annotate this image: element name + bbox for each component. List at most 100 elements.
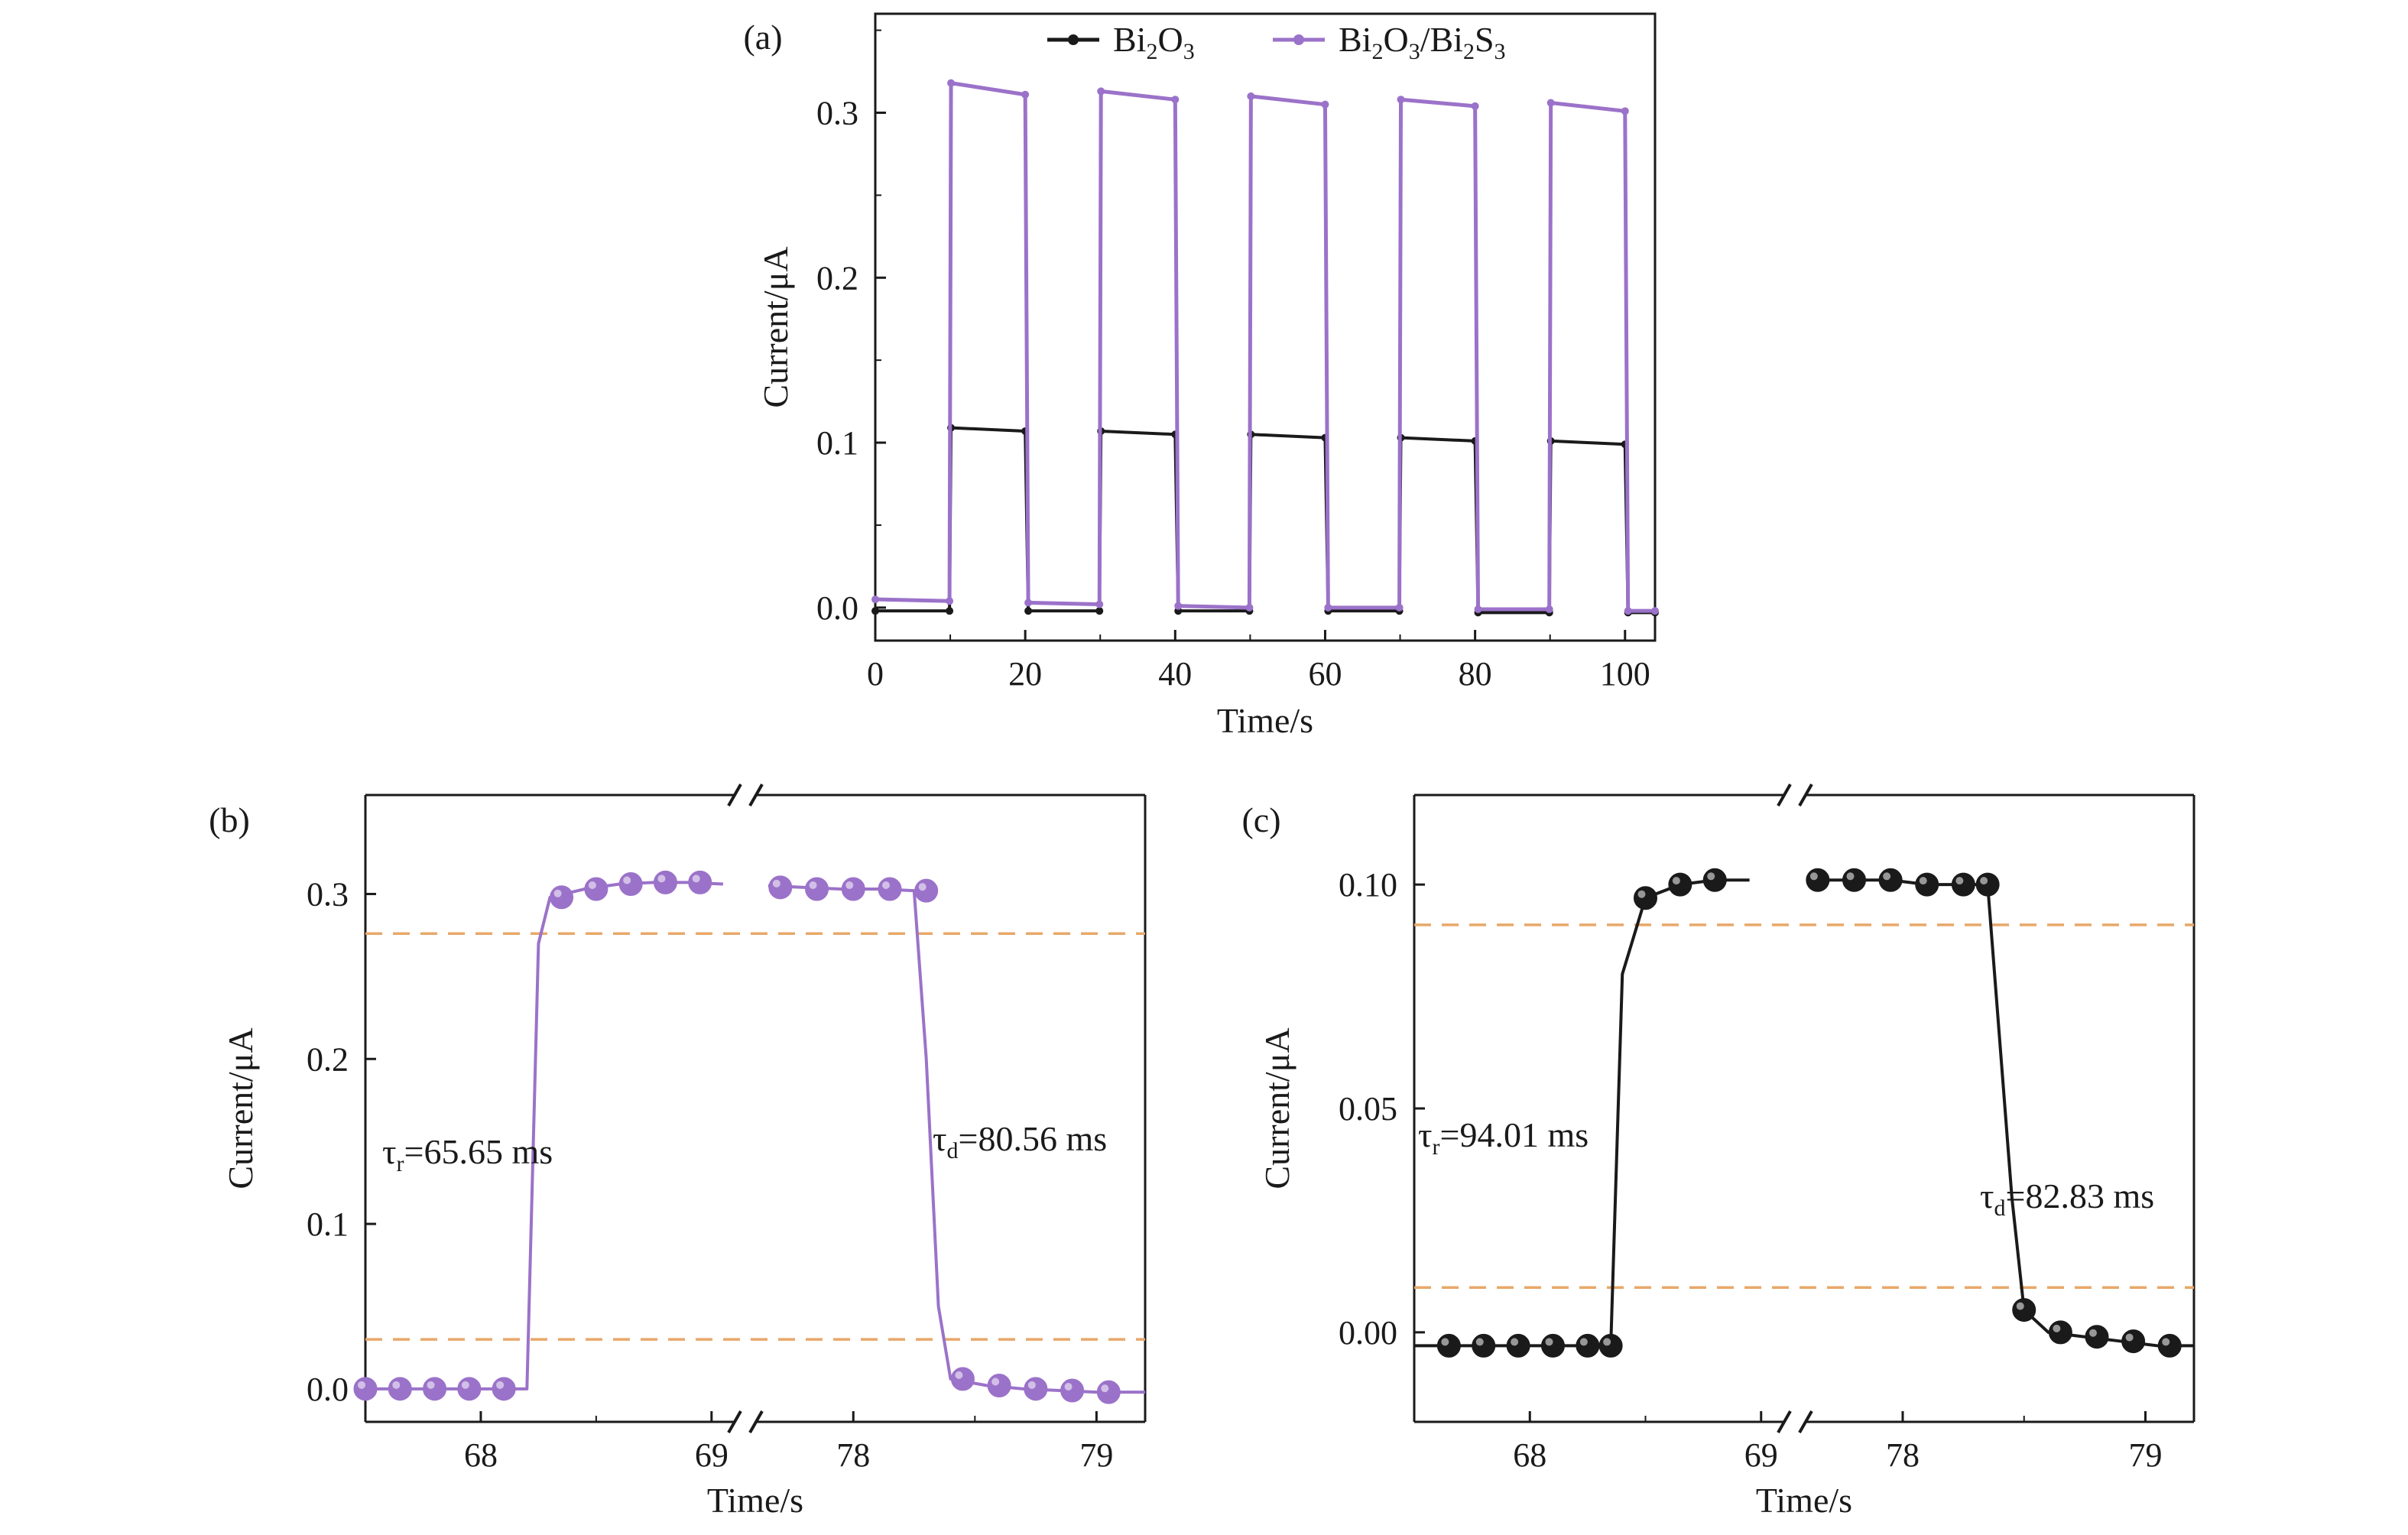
data-marker-highlight [1545, 1338, 1553, 1346]
series-line [1817, 878, 2194, 1348]
legend-swatch-marker [1068, 34, 1079, 45]
x-axis-label: Time/s [1756, 1481, 1852, 1520]
data-marker-highlight [1637, 890, 1646, 898]
data-point [1097, 87, 1105, 96]
x-tick-label: 20 [1008, 655, 1042, 693]
data-marker-highlight [692, 875, 700, 883]
x-tick-label: 69 [695, 1436, 729, 1474]
y-tick-label: 0.2 [307, 1040, 349, 1078]
data-marker [1541, 1333, 1565, 1358]
data-marker [388, 1377, 412, 1401]
data-point [1171, 96, 1180, 104]
x-tick-label: 69 [1744, 1436, 1778, 1474]
data-marker-highlight [496, 1381, 505, 1389]
legend-entry: Bi2O3/Bi2S3 [1339, 20, 1506, 64]
panel-label: (c) [1241, 800, 1280, 839]
y-axis-label: Current/μA [1258, 1027, 1296, 1189]
data-marker [950, 1367, 975, 1391]
data-marker-highlight [1579, 1338, 1588, 1346]
y-tick-label: 0.0 [816, 589, 858, 627]
chart-panel-b: 68 69 78 79 0.0 0.1 0.2 0.3 Time/s Current/μA (b) τ… [209, 784, 1147, 1520]
chart-panel-c: 68 69 78 79 0.00 0.05 0.10 Time/s Current/μA (c) τ… [1241, 784, 2195, 1520]
data-marker [2048, 1320, 2072, 1345]
data-marker-highlight [2089, 1329, 2097, 1337]
axis-break-mark [1777, 784, 1792, 806]
data-point [1621, 107, 1629, 115]
data-marker-highlight [1980, 877, 1988, 885]
data-marker-highlight [623, 876, 631, 884]
series-line [1414, 878, 1750, 1348]
data-marker-highlight [809, 881, 817, 889]
data-marker [1842, 868, 1866, 892]
data-point [1474, 605, 1482, 613]
x-tick-label: 79 [2129, 1436, 2163, 1474]
data-marker [2012, 1298, 2036, 1322]
data-marker [423, 1377, 447, 1401]
y-tick-label: 0.3 [307, 875, 349, 913]
panel-label: (b) [209, 800, 250, 839]
y-tick-label: 0.1 [307, 1206, 349, 1243]
data-marker-highlight [358, 1381, 365, 1389]
annotation: τd=82.83 ms [1980, 1176, 2154, 1221]
data-marker-highlight [1027, 1381, 1036, 1389]
data-marker-highlight [392, 1381, 401, 1389]
data-marker-highlight [427, 1381, 435, 1389]
y-tick-label: 0.05 [1339, 1090, 1397, 1128]
data-marker-highlight [1101, 1384, 1109, 1393]
data-point [1095, 600, 1104, 608]
data-marker-highlight [1809, 872, 1818, 881]
series-line [875, 426, 1655, 615]
panel-label: (a) [743, 18, 782, 57]
data-point [1546, 99, 1555, 107]
data-marker [1668, 872, 1692, 897]
data-marker [1634, 886, 1657, 910]
data-marker [688, 870, 712, 894]
x-axis-label: Time/s [707, 1481, 803, 1520]
x-tick-label: 0 [867, 655, 884, 693]
data-marker-highlight [2125, 1333, 2134, 1342]
x-tick-label: 60 [1308, 655, 1342, 693]
y-tick-label: 0.1 [816, 424, 858, 462]
data-point [1324, 603, 1332, 612]
data-marker [805, 877, 829, 901]
data-marker-highlight [1475, 1338, 1484, 1346]
data-marker [1436, 1333, 1461, 1358]
data-point [1471, 102, 1479, 110]
y-axis-label: Current/μA [221, 1027, 260, 1189]
data-marker [1506, 1333, 1530, 1358]
data-marker-highlight [1441, 1338, 1449, 1346]
data-marker [987, 1374, 1011, 1398]
data-marker-highlight [2053, 1324, 2061, 1332]
data-marker [1598, 1333, 1623, 1358]
legend-entry: Bi2O3 [1113, 20, 1195, 64]
data-marker-highlight [881, 881, 890, 889]
data-marker [1060, 1378, 1085, 1403]
data-marker [1951, 872, 1975, 897]
data-marker [1806, 868, 1830, 892]
data-point [1651, 607, 1659, 615]
data-marker-highlight [918, 883, 927, 891]
data-marker [768, 875, 793, 900]
data-marker-highlight [772, 879, 780, 888]
chart-panel-a: 0 20 40 60 80 100 0.0 0.1 0.2 0.3 Time/s Current/μA… [743, 12, 1659, 740]
data-marker [1702, 868, 1727, 892]
annotation: τr=94.01 ms [1418, 1115, 1589, 1160]
data-point [871, 607, 879, 615]
data-marker [1975, 872, 2000, 897]
data-marker-highlight [1064, 1383, 1073, 1391]
data-marker-highlight [845, 881, 854, 889]
data-marker [1576, 1333, 1600, 1358]
x-tick-label: 80 [1459, 655, 1492, 693]
y-tick-label: 0.0 [307, 1371, 349, 1408]
y-axis-label: Current/μA [756, 246, 795, 407]
data-point [1095, 607, 1104, 615]
data-marker [492, 1377, 516, 1401]
data-point [1395, 603, 1404, 612]
data-point [1024, 599, 1033, 607]
data-marker [1878, 868, 1903, 892]
data-marker-highlight [2016, 1302, 2024, 1310]
x-axis-label: Time/s [1217, 701, 1313, 740]
data-marker [653, 870, 677, 894]
axis-break-mark [727, 784, 742, 806]
